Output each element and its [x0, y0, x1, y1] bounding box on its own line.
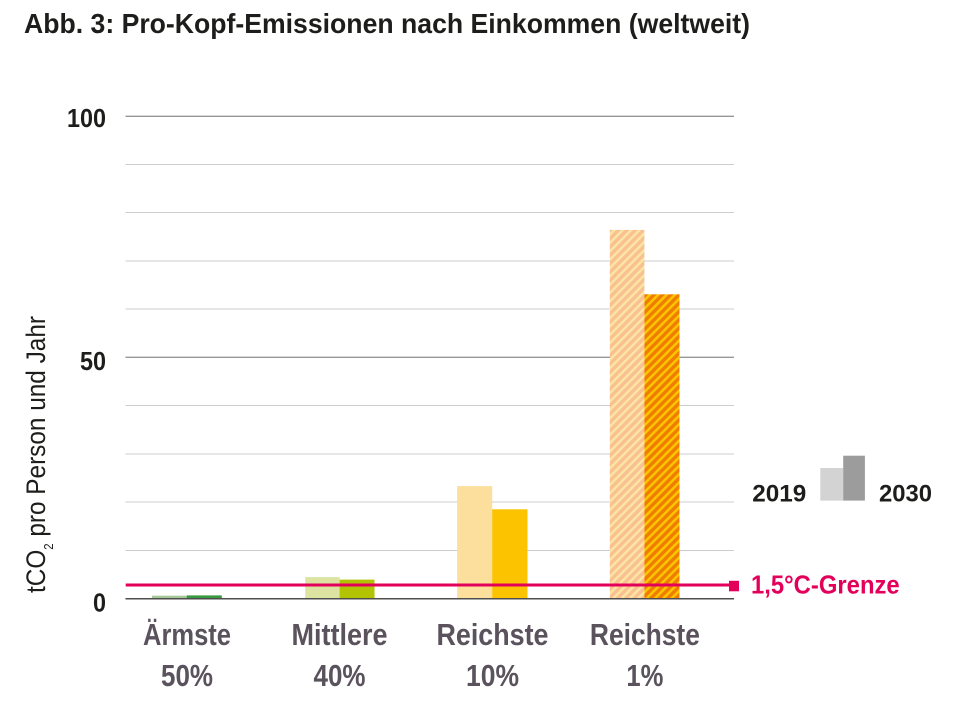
- svg-text:1,5°C-Grenze: 1,5°C-Grenze: [751, 570, 900, 600]
- svg-text:2019: 2019: [752, 481, 806, 508]
- svg-text:tCO2 pro Person und Jahr: tCO2 pro Person und Jahr: [21, 316, 56, 593]
- svg-text:1%: 1%: [626, 658, 663, 693]
- svg-text:0: 0: [93, 588, 106, 618]
- svg-text:Ärmste: Ärmste: [143, 617, 231, 652]
- svg-text:50%: 50%: [161, 658, 213, 693]
- svg-text:100: 100: [67, 103, 106, 133]
- svg-text:Abb. 3: Pro-Kopf-Emissionen na: Abb. 3: Pro-Kopf-Emissionen nach Einkomm…: [24, 8, 750, 39]
- svg-text:Mittlere: Mittlere: [292, 617, 388, 652]
- svg-text:2030: 2030: [879, 481, 932, 508]
- svg-text:Reichste: Reichste: [590, 617, 700, 652]
- svg-text:Reichste: Reichste: [437, 617, 549, 652]
- svg-text:40%: 40%: [314, 658, 366, 693]
- svg-text:10%: 10%: [466, 658, 519, 693]
- svg-text:50: 50: [80, 346, 106, 376]
